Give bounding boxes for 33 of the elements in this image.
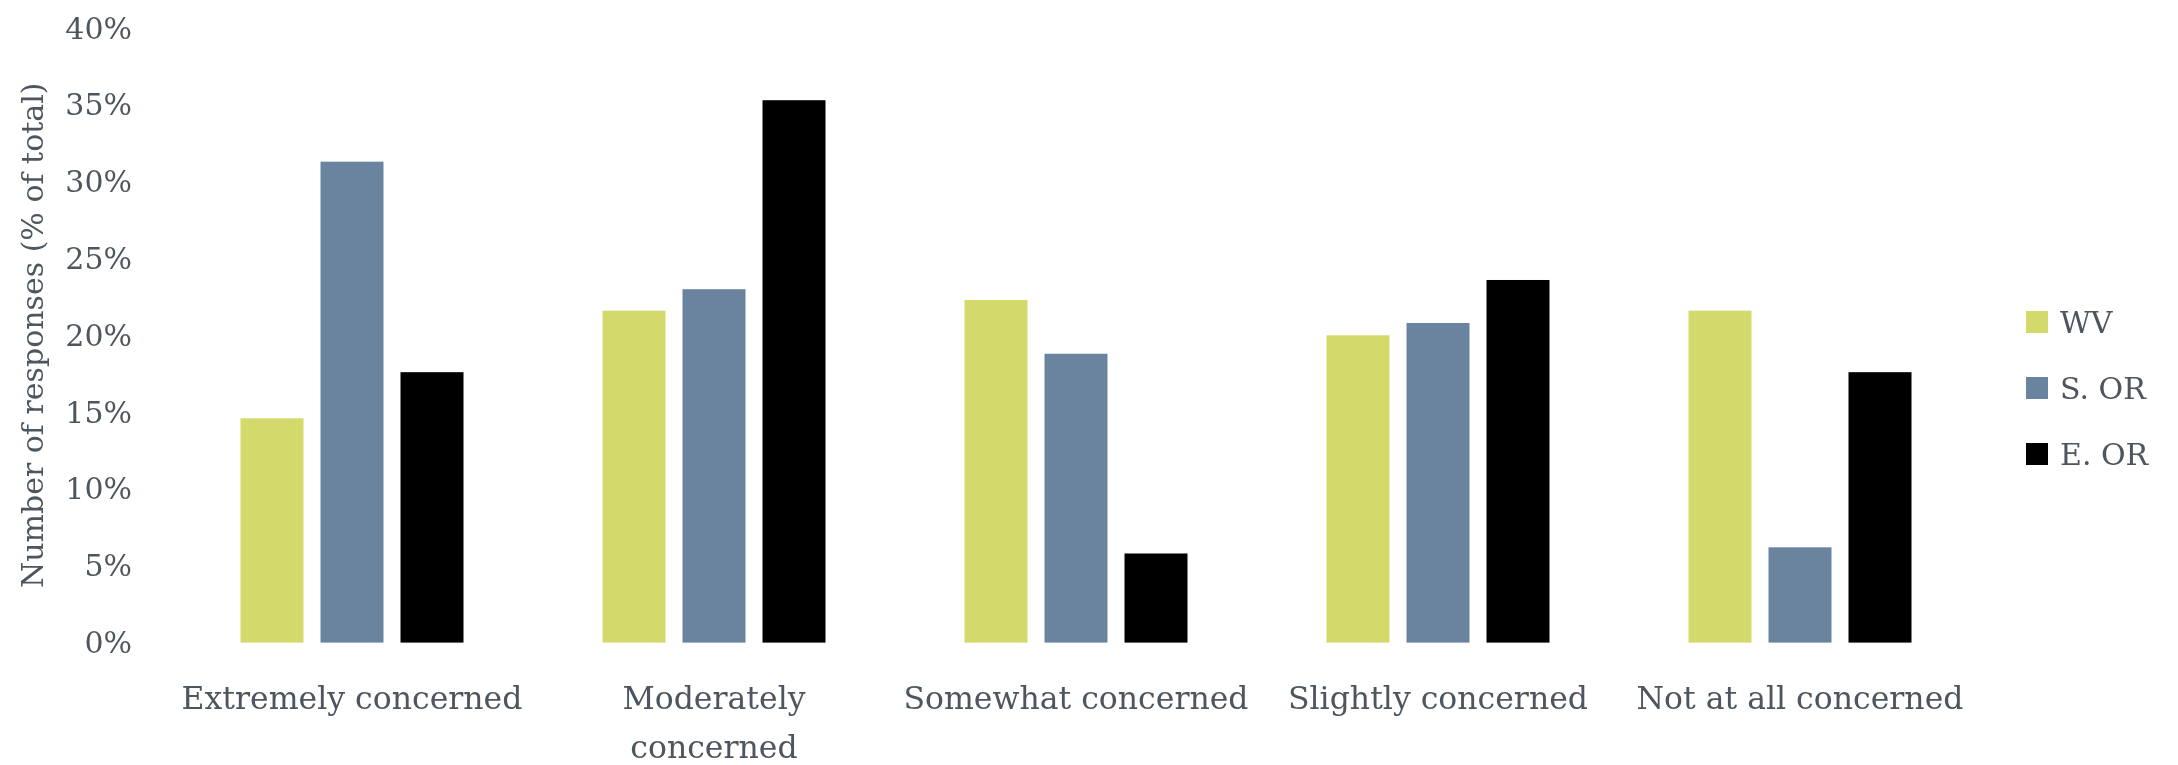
y-tick-label: 0% <box>84 625 132 661</box>
y-tick-label: 5% <box>84 548 132 584</box>
bar <box>602 310 666 643</box>
bar <box>320 161 384 643</box>
bar <box>1044 353 1108 643</box>
legend-label: S. OR <box>2060 370 2148 406</box>
x-tick-label: Moderately concerned <box>622 680 806 765</box>
bar <box>1848 372 1912 643</box>
bar <box>682 289 746 643</box>
x-tick-label: Somewhat concerned <box>903 680 1249 717</box>
x-tick-label: Not at all concerned <box>1636 680 1964 717</box>
y-tick-label: 20% <box>65 317 132 353</box>
bar <box>1406 323 1470 643</box>
y-axis-title: Number of responses (% of total) <box>14 82 50 589</box>
bar <box>240 418 304 643</box>
bar <box>1768 547 1832 643</box>
x-tick-label: Slightly concerned <box>1287 680 1589 717</box>
bar <box>1124 553 1188 643</box>
bar <box>1326 335 1390 643</box>
legend-label: WV <box>2060 304 2114 340</box>
x-tick-label: Extremely concerned <box>181 680 523 717</box>
bar <box>1486 279 1550 643</box>
bar <box>400 372 464 643</box>
legend-label: E. OR <box>2060 436 2150 472</box>
y-tick-label: 30% <box>65 164 132 200</box>
y-tick-label: 25% <box>65 240 132 276</box>
bar <box>964 299 1028 643</box>
bar <box>762 100 826 643</box>
y-tick-label: 35% <box>65 87 132 123</box>
y-tick-label: 40% <box>65 10 132 46</box>
y-tick-label: 15% <box>65 394 132 430</box>
y-tick-label: 10% <box>65 471 132 507</box>
bar <box>1688 310 1752 643</box>
